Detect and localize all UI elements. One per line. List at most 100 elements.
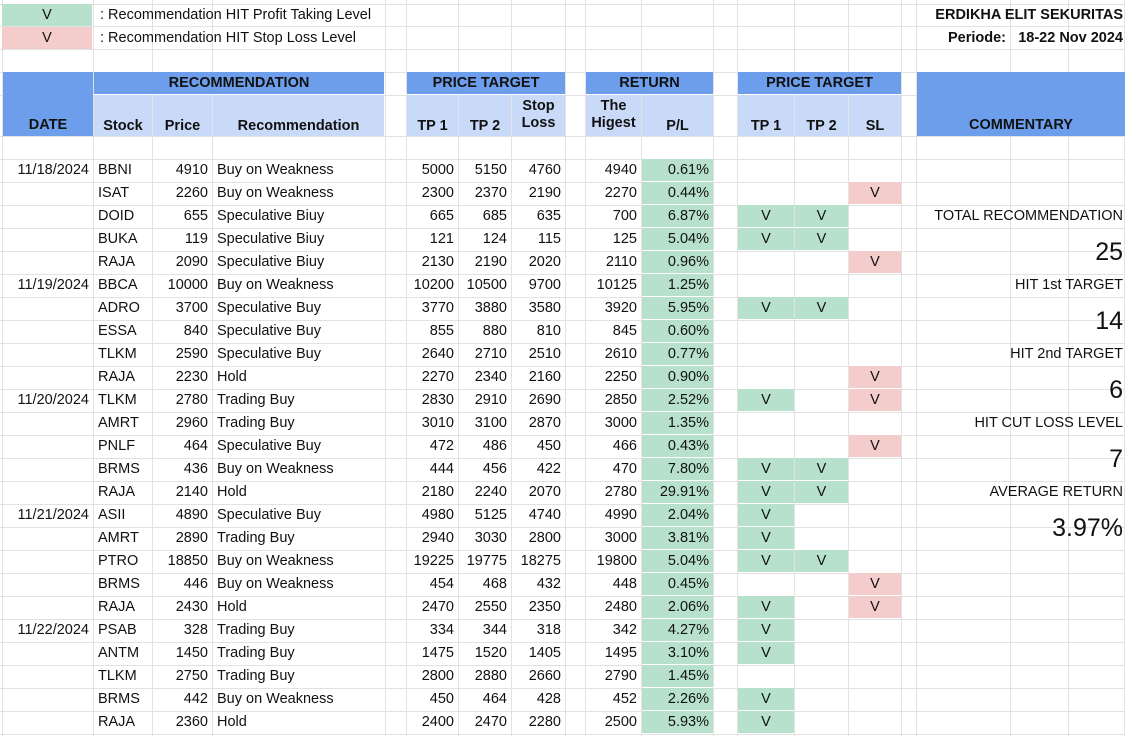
cell-pl: 5.93% xyxy=(642,711,713,733)
cell-hit-sl xyxy=(849,343,901,365)
legend-stoploss-text: : Recommendation HIT Stop Loss Level xyxy=(100,30,357,46)
cell-price: 18850 xyxy=(167,553,208,569)
cell-recommendation: Speculative Buy xyxy=(217,438,321,454)
cell-stock: RAJA xyxy=(98,369,136,385)
summary-cutloss-label: HIT CUT LOSS LEVEL xyxy=(974,415,1123,431)
cell-stop-loss: 2280 xyxy=(528,714,561,730)
cell-hit-sl xyxy=(849,274,901,296)
subheader-hit-tp1: TP 1 xyxy=(738,95,794,136)
cell-hit-tp2 xyxy=(795,688,848,710)
cell-date xyxy=(3,297,93,319)
cell-price: 1450 xyxy=(175,645,208,661)
cell-hit-tp2 xyxy=(795,389,848,411)
cell-recommendation: Trading Buy xyxy=(217,392,295,408)
cell-price: 10000 xyxy=(167,277,208,293)
cell-hit-tp2: V xyxy=(795,458,848,480)
cell-hit-tp1: V xyxy=(738,550,794,572)
cell-stock: BRMS xyxy=(98,576,140,592)
cell-hit-tp1 xyxy=(738,412,794,434)
subheader-hit-tp2-label: TP 2 xyxy=(806,118,837,134)
cell-price: 2360 xyxy=(175,714,208,730)
summary-hit2-value: 6 xyxy=(1109,376,1123,404)
subheader-tp2-label: TP 2 xyxy=(469,118,501,134)
cell-pl: 4.27% xyxy=(642,619,713,641)
cell-recommendation: Speculative Buy xyxy=(217,300,321,316)
cell-hit-tp1 xyxy=(738,159,794,181)
header-price-target-group: PRICE TARGET xyxy=(407,72,565,94)
cell-recommendation: Trading Buy xyxy=(217,530,295,546)
cell-date xyxy=(3,412,93,434)
cell-date xyxy=(3,251,93,273)
cell-price: 328 xyxy=(183,622,208,638)
cell-tp2: 5125 xyxy=(474,507,507,523)
cell-the-higest: 2500 xyxy=(604,714,637,730)
header-price-target-hit-group: PRICE TARGET xyxy=(738,72,901,94)
cell-hit-tp2 xyxy=(795,504,848,526)
cell-tp1: 4980 xyxy=(421,507,454,523)
cell-price: 2780 xyxy=(175,392,208,408)
legend-profit-text: : Recommendation HIT Profit Taking Level xyxy=(100,7,372,23)
cell-hit-sl xyxy=(849,297,901,319)
cell-pl: 1.45% xyxy=(642,665,713,687)
cell-tp2: 2880 xyxy=(474,668,507,684)
cell-the-higest: 1495 xyxy=(604,645,637,661)
cell-tp1: 19225 xyxy=(413,553,454,569)
cell-pl: 5.95% xyxy=(642,297,713,319)
cell-hit-tp1: V xyxy=(738,711,794,733)
cell-hit-tp1: V xyxy=(738,504,794,526)
cell-hit-tp2 xyxy=(795,619,848,641)
cell-tp1: 2130 xyxy=(421,254,454,270)
cell-date xyxy=(3,343,93,365)
cell-hit-tp2 xyxy=(795,435,848,457)
cell-the-higest: 3000 xyxy=(604,530,637,546)
cell-price: 655 xyxy=(183,208,208,224)
cell-stock: ANTM xyxy=(98,645,140,661)
header-date-label: DATE xyxy=(28,117,68,133)
cell-date xyxy=(3,573,93,595)
cell-tp2: 880 xyxy=(482,323,507,339)
summary-total-label: TOTAL RECOMMENDATION xyxy=(934,208,1123,224)
cell-hit-tp2 xyxy=(795,711,848,733)
cell-stop-loss: 422 xyxy=(536,461,561,477)
subheader-price-label: Price xyxy=(164,118,201,134)
cell-tp1: 2180 xyxy=(421,484,454,500)
cell-pl: 6.87% xyxy=(642,205,713,227)
cell-stock: RAJA xyxy=(98,714,136,730)
cell-hit-sl xyxy=(849,320,901,342)
cell-hit-tp2 xyxy=(795,182,848,204)
subheader-tp1: TP 1 xyxy=(407,95,458,136)
cell-hit-tp1 xyxy=(738,366,794,388)
cell-tp1: 5000 xyxy=(421,162,454,178)
cell-stock: RAJA xyxy=(98,254,136,270)
subheader-tp2: TP 2 xyxy=(459,95,511,136)
subheader-pl-label: P/L xyxy=(666,118,689,134)
cell-pl: 5.04% xyxy=(642,228,713,250)
cell-hit-tp1 xyxy=(738,343,794,365)
cell-recommendation: Speculative Buy xyxy=(217,507,321,523)
cell-price: 2260 xyxy=(175,185,208,201)
cell-recommendation: Trading Buy xyxy=(217,668,295,684)
cell-tp2: 344 xyxy=(482,622,507,638)
subheader-hit-tp1-label: TP 1 xyxy=(750,118,782,134)
cell-hit-tp2 xyxy=(795,596,848,618)
cell-hit-sl xyxy=(849,642,901,664)
cell-pl: 1.25% xyxy=(642,274,713,296)
cell-hit-tp1: V xyxy=(738,481,794,503)
subheader-pl: P/L xyxy=(642,95,713,136)
cell-recommendation: Trading Buy xyxy=(217,622,295,638)
cell-the-higest: 466 xyxy=(612,438,637,454)
cell-date xyxy=(3,527,93,549)
cell-tp1: 2640 xyxy=(421,346,454,362)
cell-stock: PNLF xyxy=(98,438,136,454)
cell-stop-loss: 18275 xyxy=(520,553,561,569)
cell-hit-sl xyxy=(849,619,901,641)
cell-hit-sl xyxy=(849,228,901,250)
cell-recommendation: Trading Buy xyxy=(217,415,295,431)
cell-the-higest: 10125 xyxy=(596,277,637,293)
cell-price: 2590 xyxy=(175,346,208,362)
cell-date: 11/20/2024 xyxy=(17,392,90,408)
cell-recommendation: Buy on Weakness xyxy=(217,553,334,569)
cell-stop-loss: 3580 xyxy=(528,300,561,316)
cell-tp2: 2470 xyxy=(474,714,507,730)
cell-price: 2960 xyxy=(175,415,208,431)
